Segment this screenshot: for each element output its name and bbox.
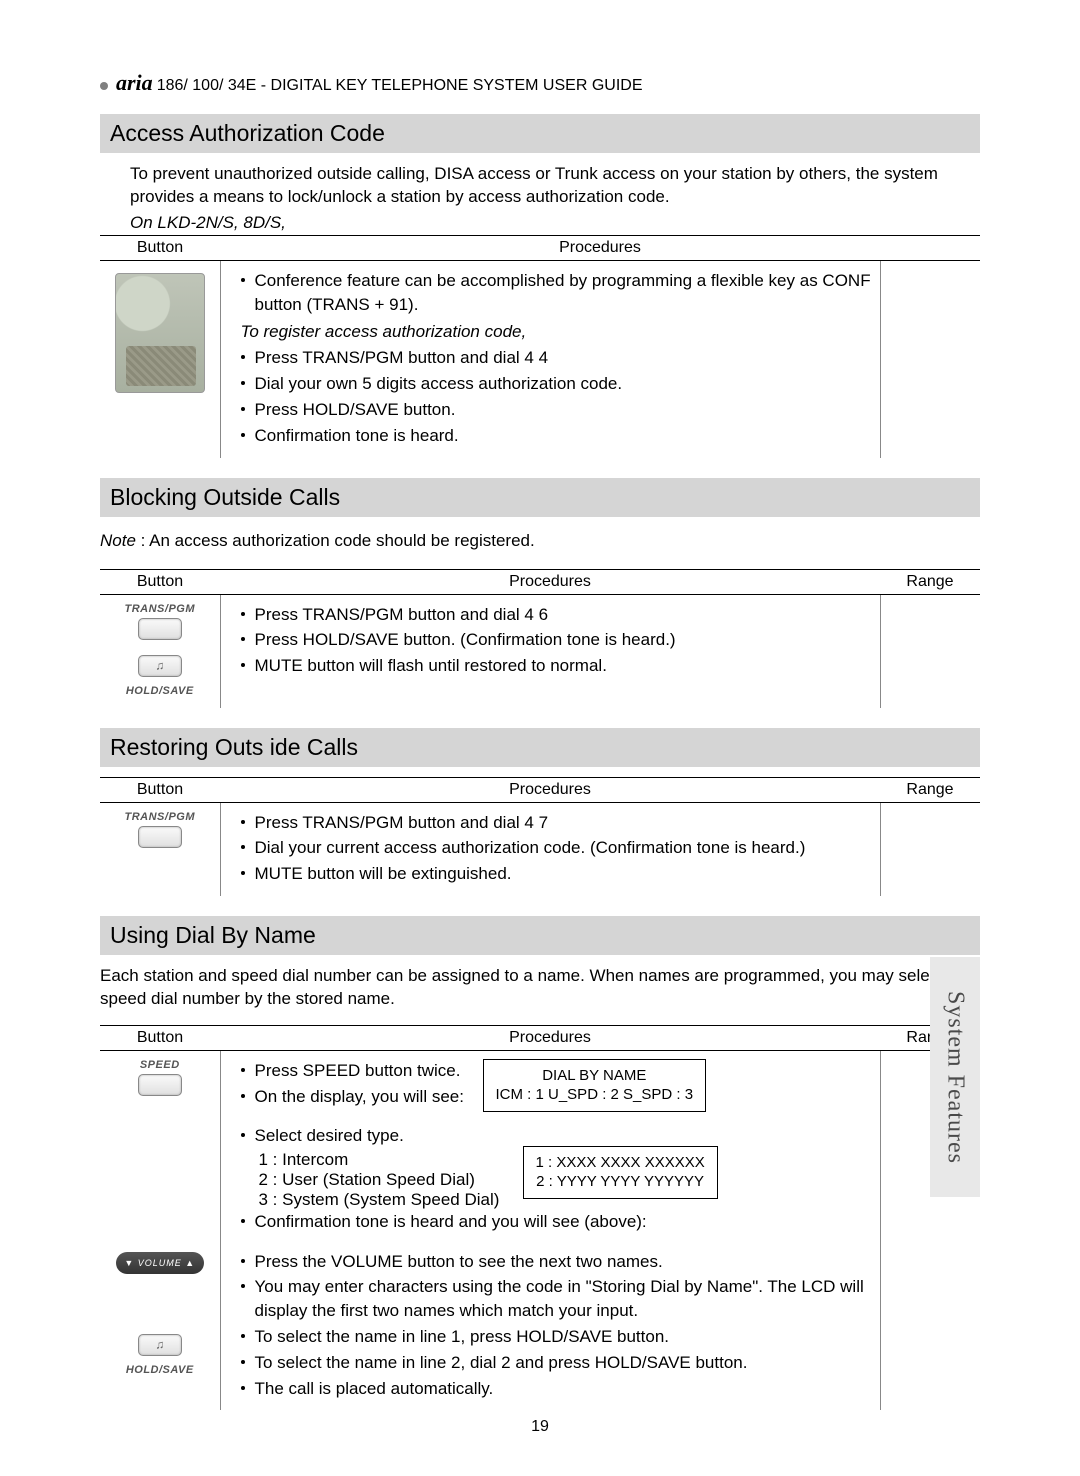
disp-line: 2 : YYYY YYYY YYYYYY [536,1172,705,1192]
dbn-step: Confirmation tone is heard and you will … [241,1210,874,1234]
blocking-step: Press HOLD/SAVE button. (Confirmation to… [241,628,874,652]
btn-speed-label: SPEED [106,1059,214,1071]
dbn-step: Press the VOLUME button to see the next … [241,1250,874,1274]
th-range: Range [880,777,980,802]
btn-holdsave-label: HOLD/SAVE [106,685,214,697]
music-button-icon [138,655,182,677]
th-procedures: Procedures [220,777,880,802]
header-bullet-icon [100,82,108,90]
btn-holdsave-label: HOLD/SAVE [106,1364,214,1376]
type-option: 3 : System (System Speed Dial) [241,1190,511,1210]
btn-transpgm-label: TRANS/PGM [106,811,214,823]
music-button-icon [138,1334,182,1356]
lcd-display-1: DIAL BY NAME ICM : 1 U_SPD : 2 S_SPD : 3 [483,1059,707,1112]
dbn-step: You may enter characters using the code … [241,1275,874,1323]
restoring-step: Dial your current access authorization c… [241,836,874,860]
phone-icon [115,273,205,393]
access-step: Dial your own 5 digits access authorizat… [241,372,874,396]
type-option: 2 : User (Station Speed Dial) [241,1170,511,1190]
restoring-table: Button Procedures Range TRANS/PGM Press … [100,777,980,896]
type-option: 1 : Intercom [241,1150,511,1170]
disp-line: ICM : 1 U_SPD : 2 S_SPD : 3 [496,1085,694,1105]
th-procedures: Procedures [220,1025,880,1050]
blocking-step: Press TRANS/PGM button and dial 4 6 [241,603,874,627]
restoring-step: MUTE button will be extinguished. [241,862,874,886]
disp-line: DIAL BY NAME [496,1066,694,1086]
lcd-display-2: 1 : XXXX XXXX XXXXXX 2 : YYYY YYYY YYYYY… [523,1146,718,1199]
blocking-step: MUTE button will flash until restored to… [241,654,874,678]
side-tab-label: System Features [942,991,969,1164]
key-button-icon [138,1074,182,1096]
key-button-icon [138,618,182,640]
brand: aria [116,70,153,96]
dbn-step: To select the name in line 2, dial 2 and… [241,1351,874,1375]
th-button: Button [100,777,220,802]
th-button: Button [100,1025,220,1050]
th-button: Button [100,235,220,260]
access-step: Press TRANS/PGM button and dial 4 4 [241,346,874,370]
access-step: Press HOLD/SAVE button. [241,398,874,422]
doc-header: aria 186/ 100/ 34E - DIGITAL KEY TELEPHO… [100,70,980,96]
restoring-step: Press TRANS/PGM button and dial 4 7 [241,811,874,835]
th-button: Button [100,569,220,594]
th-range: Range [880,569,980,594]
th-procedures: Procedures [220,235,980,260]
section-title-blocking: Blocking Outside Calls [100,478,980,517]
access-subnote: On LKD-2N/S, 8D/S, [130,213,980,233]
model-line: 186/ 100/ 34E - DIGITAL KEY TELEPHONE SY… [157,77,643,95]
section-title-restoring: Restoring Outs ide Calls [100,728,980,767]
dbn-step: Press SPEED button twice. [241,1059,471,1083]
dialbyname-intro: Each station and speed dial number can b… [100,965,980,1011]
dbn-step: To select the name in line 1, press HOLD… [241,1325,874,1349]
access-step: Confirmation tone is heard. [241,424,874,448]
btn-transpgm-label: TRANS/PGM [106,603,214,615]
note-label: Note [100,531,136,550]
access-intro: To prevent unauthorized outside calling,… [130,163,980,209]
th-procedures: Procedures [220,569,880,594]
access-italic: To register access authorization code, [241,322,874,342]
key-button-icon [138,826,182,848]
blocking-table: Button Procedures Range TRANS/PGM HOLD/S… [100,569,980,708]
note-text: : An access authorization code should be… [136,531,535,550]
disp-line: 1 : XXXX XXXX XXXXXX [536,1153,705,1173]
section-title-dialbyname: Using Dial By Name [100,916,980,955]
access-table: Button Procedures Conference feature can… [100,235,980,458]
access-proc1: Conference feature can be accomplished b… [241,269,874,317]
volume-button-icon: ▼ VOLUME ▲ [116,1252,204,1274]
dbn-step: On the display, you will see: [241,1085,471,1109]
dialbyname-table: Button Procedures Range SPEED ▼ VOLUME ▲… [100,1025,980,1410]
blocking-note: Note : An access authorization code shou… [100,531,980,551]
section-title-access: Access Authorization Code [100,114,980,153]
side-tab: System Features [930,957,980,1197]
dbn-step: Select desired type. [241,1124,511,1148]
page-number: 19 [100,1418,980,1436]
